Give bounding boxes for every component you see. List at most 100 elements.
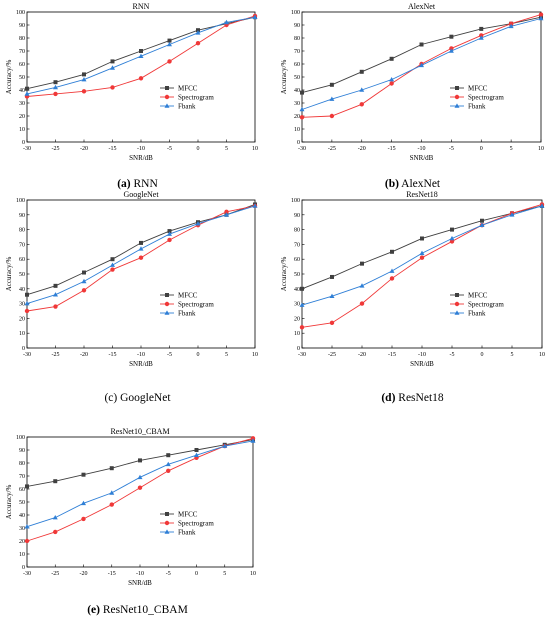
legend-marker-spectrogram <box>164 94 170 100</box>
x-tick-label: -5 <box>167 146 172 152</box>
x-axis-label: SNR/dB <box>128 579 152 587</box>
data-point-fbank <box>138 246 144 251</box>
data-point-mfcc <box>330 274 334 279</box>
data-point-spectrogram <box>389 81 394 86</box>
x-tick-label: -25 <box>328 146 336 152</box>
y-tick-label: 90 <box>19 213 25 219</box>
x-tick-label: -20 <box>80 352 88 358</box>
plot-frame <box>26 199 256 349</box>
data-point-mfcc <box>449 34 454 39</box>
data-point-spectrogram <box>167 237 172 243</box>
y-axis-label: Accuracy/% <box>5 257 13 292</box>
series-spectrogram <box>24 436 256 544</box>
y-tick-label: 90 <box>19 448 25 454</box>
x-tick-label: 0 <box>197 146 200 152</box>
x-tick-label: -15 <box>388 146 396 152</box>
chart-panel-rnn: RNN 0 10 20 30 40 50 60 70 80 90 100 -30 -25 -20 -15 -10… <box>0 0 275 207</box>
y-tick-label: 60 <box>19 257 25 263</box>
series-mfcc <box>25 437 255 489</box>
data-point-fbank <box>299 302 305 307</box>
x-tick-label: -25 <box>51 571 59 577</box>
data-point-mfcc <box>110 257 115 262</box>
data-point-spectrogram <box>53 91 58 97</box>
x-tick-label: 5 <box>225 352 228 358</box>
x-tick-label: -10 <box>418 146 426 152</box>
x-tick-label: 0 <box>481 352 484 358</box>
data-point-spectrogram <box>109 502 114 507</box>
plot-frame <box>301 11 542 143</box>
data-point-spectrogram <box>24 308 30 314</box>
data-point-fbank <box>53 84 58 90</box>
y-tick-label: 70 <box>294 242 300 248</box>
data-point-mfcc <box>25 86 29 91</box>
data-point-fbank <box>448 48 454 53</box>
x-tick-label: -5 <box>449 146 454 152</box>
data-point-mfcc <box>166 453 171 458</box>
y-tick-label: 80 <box>19 461 25 467</box>
data-point-mfcc <box>359 69 364 74</box>
x-tick-label: 0 <box>197 352 200 358</box>
data-point-fbank <box>419 62 424 68</box>
data-point-fbank <box>110 65 115 70</box>
data-point-mfcc <box>167 38 172 43</box>
data-point-spectrogram <box>53 529 58 535</box>
y-tick-label: 80 <box>294 36 300 42</box>
y-tick-label: 70 <box>19 474 25 480</box>
data-point-mfcc <box>139 240 143 245</box>
y-tick-label: 100 <box>16 435 25 441</box>
data-point-spectrogram <box>299 115 305 120</box>
legend-label-mfcc: MFCC <box>468 291 488 299</box>
data-point-mfcc <box>53 283 58 288</box>
data-point-spectrogram <box>110 85 115 90</box>
y-tick-label: 60 <box>294 257 300 263</box>
x-tick-label: 5 <box>225 146 228 152</box>
legend-label-mfcc: MFCC <box>178 291 198 299</box>
data-point-spectrogram <box>195 41 201 46</box>
y-tick-label: 60 <box>19 62 25 68</box>
y-tick-label: 10 <box>294 127 300 133</box>
data-point-spectrogram <box>419 255 425 260</box>
chart-panel-alexnet: AlexNet 0 10 20 30 40 50 60 70 80 90 100 -30 -25 -20 -1… <box>275 0 550 207</box>
y-axis-label: Accuracy/% <box>5 60 13 95</box>
data-point-mfcc <box>110 59 115 64</box>
x-tick-label: -20 <box>80 571 88 577</box>
chart-title: ResNet10_CBAM <box>110 427 169 436</box>
caption-googlenet: (c) GoogleNet <box>0 392 275 404</box>
y-tick-label: 30 <box>19 302 25 308</box>
y-tick-label: 40 <box>294 287 300 293</box>
x-tick-label: -5 <box>450 352 455 358</box>
data-point-fbank <box>110 262 115 267</box>
data-point-fbank <box>224 212 229 217</box>
data-point-spectrogram <box>137 485 143 490</box>
y-tick-label: 100 <box>16 198 25 204</box>
legend-label-fbank: Fbank <box>468 309 486 317</box>
data-point-spectrogram <box>167 59 172 64</box>
data-point-spectrogram <box>138 255 144 260</box>
y-axis-label: Accuracy/% <box>280 60 288 95</box>
data-point-fbank <box>389 77 395 82</box>
x-tick-label: -10 <box>136 571 144 577</box>
data-point-fbank <box>24 91 30 96</box>
y-tick-label: 20 <box>19 539 25 545</box>
y-tick-label: 0 <box>297 346 300 352</box>
y-tick-label: 90 <box>294 23 300 29</box>
caption-resnet18: (d) ResNet18 <box>275 392 550 404</box>
caption-resnet10-cbam: (e) ResNet10_CBAM <box>0 604 275 616</box>
data-point-fbank <box>52 515 58 520</box>
x-tick-label: -20 <box>358 352 366 358</box>
data-point-spectrogram <box>166 468 171 473</box>
data-point-fbank <box>81 77 87 82</box>
data-point-fbank <box>194 452 199 457</box>
caption-text: AlexNet <box>401 178 441 190</box>
x-tick-label: -20 <box>80 146 88 152</box>
x-tick-label: -20 <box>358 146 366 152</box>
caption-letter: (d) <box>381 392 396 404</box>
legend-marker-mfcc <box>165 293 169 297</box>
data-point-fbank <box>359 87 365 92</box>
y-tick-label: 0 <box>22 346 25 352</box>
caption-text: RNN <box>133 178 158 190</box>
